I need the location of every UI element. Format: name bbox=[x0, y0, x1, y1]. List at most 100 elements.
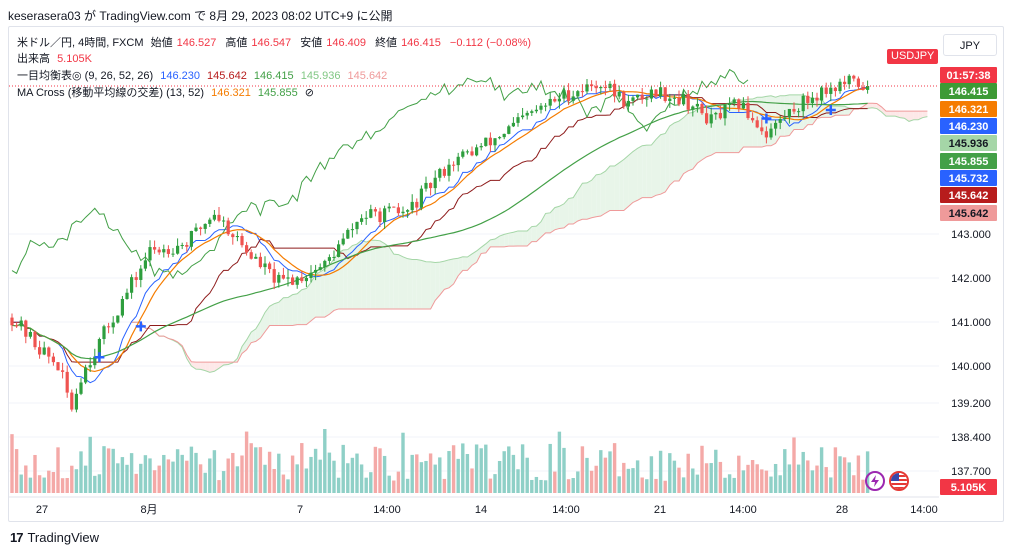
price-tag-bg bbox=[940, 479, 997, 495]
price-tag-label: 145.936 bbox=[949, 138, 989, 150]
candle-body bbox=[714, 112, 718, 115]
close-label: 終値 bbox=[375, 37, 398, 49]
candle-body bbox=[28, 331, 32, 337]
candle-body bbox=[102, 326, 106, 340]
volume-bar bbox=[148, 458, 152, 493]
candle-body bbox=[217, 214, 221, 221]
candle-body bbox=[521, 115, 525, 118]
candle-body bbox=[337, 244, 341, 257]
volume-bar bbox=[760, 469, 764, 493]
candle-body bbox=[705, 113, 709, 124]
hide-indicator-icon[interactable]: ⊘ bbox=[304, 87, 314, 99]
volume-bar bbox=[79, 451, 83, 493]
volume-bar bbox=[295, 464, 299, 493]
candle-body bbox=[107, 326, 111, 328]
cloud-segment bbox=[623, 155, 629, 211]
cloud-segment bbox=[255, 321, 261, 342]
cloud-segment bbox=[582, 182, 587, 220]
cloud-segment bbox=[421, 260, 426, 309]
candle-body bbox=[534, 109, 538, 112]
cloud-segment bbox=[329, 258, 334, 315]
volume-bar bbox=[240, 455, 244, 493]
candle-body bbox=[663, 87, 667, 101]
ma-cross-marker bbox=[94, 352, 105, 363]
cloud-segment bbox=[619, 159, 624, 211]
candle-body bbox=[645, 98, 649, 100]
candle-body bbox=[553, 98, 557, 102]
cloud-segment bbox=[274, 302, 279, 326]
volume-bar bbox=[405, 478, 410, 493]
volume-bar bbox=[166, 459, 171, 493]
volume-bar bbox=[824, 467, 828, 493]
symbol-label[interactable]: 米ドル／円, 4時間, FXCM bbox=[17, 37, 144, 49]
cloud-segment bbox=[370, 240, 376, 309]
candle-body bbox=[820, 87, 824, 101]
price-chart[interactable]: 137.700 138.400 139.200 140.000 141.000 142.0… bbox=[9, 27, 1003, 521]
cloud-segment bbox=[674, 121, 679, 181]
volume-bar bbox=[691, 468, 695, 493]
volume-bar bbox=[534, 476, 539, 493]
volume-bar bbox=[198, 464, 203, 493]
cloud-segment bbox=[338, 250, 344, 309]
volume-bar bbox=[244, 431, 249, 493]
volume-bar bbox=[359, 464, 364, 493]
candle-body bbox=[65, 371, 69, 393]
cloud-segment bbox=[315, 271, 321, 318]
candle-body bbox=[709, 114, 713, 124]
legend-ma-cross: MA Cross (移動平均線の交差) (13, 52) 146.321 145… bbox=[17, 84, 318, 100]
ma-cross-marker bbox=[761, 113, 772, 124]
volume-bar bbox=[543, 480, 548, 493]
candle-body bbox=[801, 95, 805, 112]
volume-bar bbox=[226, 458, 230, 493]
volume-bar bbox=[42, 477, 46, 493]
candle-body bbox=[419, 188, 423, 208]
candle-body bbox=[824, 87, 828, 94]
cloud-segment bbox=[389, 246, 394, 309]
ichimoku-label[interactable]: 一目均衡表◎ (9, 26, 52, 26) bbox=[17, 70, 154, 82]
volume-bar bbox=[709, 463, 713, 493]
candle-body bbox=[148, 247, 152, 261]
volume-bar bbox=[695, 474, 700, 493]
currency-button[interactable]: JPY bbox=[943, 34, 997, 56]
candle-body bbox=[245, 245, 249, 253]
volume-bar bbox=[488, 478, 493, 493]
candle-body bbox=[433, 177, 437, 189]
cloud-segment bbox=[407, 258, 413, 309]
price-tag-bg bbox=[940, 170, 997, 186]
price-tag-bg bbox=[940, 67, 997, 83]
candle-body bbox=[511, 122, 515, 127]
volume-bar bbox=[562, 447, 566, 493]
candle-body bbox=[548, 98, 552, 106]
tv-logo-text: TradingView bbox=[27, 530, 100, 545]
volume-bar bbox=[750, 460, 755, 493]
volume-bar bbox=[14, 449, 19, 493]
cloud-segment bbox=[605, 166, 610, 214]
volume-bar bbox=[56, 447, 60, 493]
candle-body bbox=[530, 111, 534, 113]
price-tag-bg bbox=[940, 153, 997, 169]
cloud-segment bbox=[481, 243, 486, 254]
volume-bar bbox=[410, 454, 414, 493]
cloud-segment bbox=[554, 206, 560, 230]
volume-bar bbox=[185, 460, 189, 493]
candle-body bbox=[222, 220, 226, 222]
cloud-segment bbox=[508, 232, 514, 247]
volume-bar bbox=[143, 455, 148, 493]
x-tick-label: 14:00 bbox=[373, 504, 401, 516]
volume-bar bbox=[520, 444, 525, 493]
ma-cross-label[interactable]: MA Cross (移動平均線の交差) (13, 52) bbox=[17, 87, 205, 99]
legend-ichimoku: 一目均衡表◎ (9, 26, 52, 26) 146.230 145.642 1… bbox=[17, 67, 391, 83]
volume-label[interactable]: 出来高 bbox=[17, 53, 50, 65]
cloud-segment bbox=[757, 97, 762, 148]
candle-body bbox=[180, 245, 184, 247]
lightning-icon[interactable] bbox=[865, 471, 885, 491]
cloud-segment bbox=[550, 207, 555, 233]
volume-bar bbox=[700, 445, 704, 493]
candle-body bbox=[281, 274, 285, 279]
cloud-segment bbox=[536, 221, 541, 242]
candle-body bbox=[97, 339, 101, 357]
candle-body bbox=[567, 90, 571, 101]
tradingview-logo[interactable]: 17 TradingView bbox=[10, 530, 99, 545]
volume-bar bbox=[355, 453, 359, 493]
candle-body bbox=[792, 108, 796, 112]
